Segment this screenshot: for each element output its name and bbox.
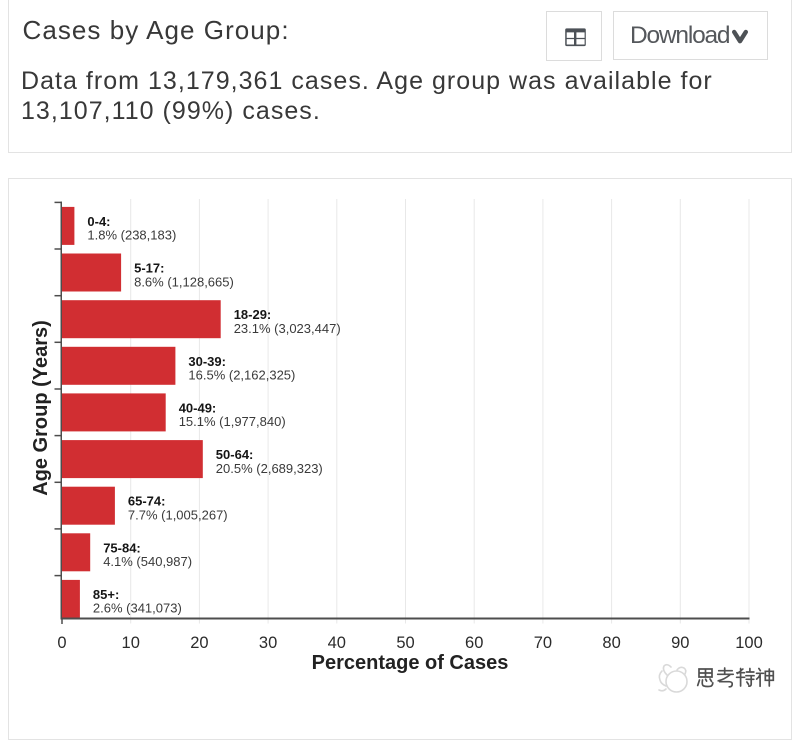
svg-text:100: 100 (735, 634, 763, 652)
svg-text:85+:: 85+: (93, 587, 119, 602)
svg-text:60: 60 (465, 634, 483, 652)
svg-text:23.1% (3,023,447): 23.1% (3,023,447) (234, 321, 341, 336)
svg-text:4.1% (540,987): 4.1% (540,987) (103, 554, 192, 569)
svg-text:50: 50 (396, 634, 414, 652)
svg-text:Percentage of Cases: Percentage of Cases (312, 652, 509, 674)
svg-text:70: 70 (534, 634, 552, 652)
svg-text:0: 0 (57, 634, 66, 652)
svg-text:7.7% (1,005,267): 7.7% (1,005,267) (128, 508, 228, 523)
svg-text:Age Group (Years): Age Group (Years) (30, 320, 52, 496)
svg-text:15.1% (1,977,840): 15.1% (1,977,840) (179, 414, 286, 429)
svg-text:30: 30 (259, 634, 277, 652)
svg-text:5-17:: 5-17: (134, 261, 164, 276)
svg-text:80: 80 (602, 634, 620, 652)
svg-text:20: 20 (190, 634, 208, 652)
svg-text:90: 90 (671, 634, 689, 652)
svg-text:10: 10 (122, 634, 140, 652)
svg-text:1.8% (238,183): 1.8% (238,183) (87, 228, 176, 243)
svg-text:40: 40 (328, 634, 346, 652)
svg-text:30-39:: 30-39: (188, 354, 226, 369)
svg-text:40-49:: 40-49: (179, 400, 217, 415)
svg-text:20.5% (2,689,323): 20.5% (2,689,323) (216, 461, 323, 476)
svg-text:50-64:: 50-64: (216, 447, 254, 462)
svg-text:0-4:: 0-4: (87, 214, 110, 229)
svg-text:65-74:: 65-74: (128, 494, 166, 509)
svg-text:16.5% (2,162,325): 16.5% (2,162,325) (188, 368, 295, 383)
svg-text:2.6% (341,073): 2.6% (341,073) (93, 601, 182, 616)
svg-text:75-84:: 75-84: (103, 540, 141, 555)
svg-text:8.6% (1,128,665): 8.6% (1,128,665) (134, 274, 234, 289)
svg-text:18-29:: 18-29: (234, 307, 272, 322)
